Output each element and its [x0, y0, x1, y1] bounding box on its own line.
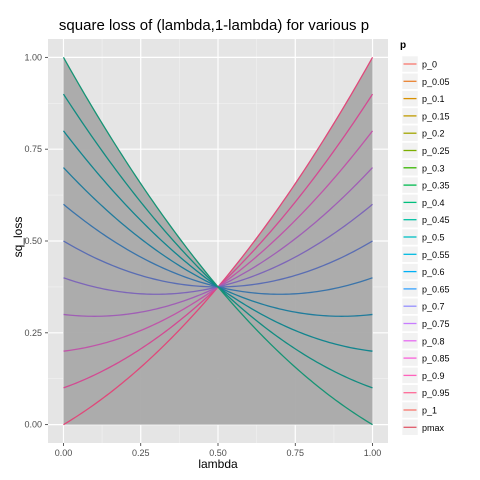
legend-item: p_0.85	[401, 349, 450, 367]
x-tick-label: 0.75	[287, 448, 305, 458]
legend-label: p_0.65	[422, 284, 450, 294]
legend-label: p_0.75	[422, 319, 450, 329]
x-tick-label: 1.00	[364, 448, 382, 458]
legend-item: p_0.05	[401, 73, 450, 90]
y-tick-label: 0.75	[24, 144, 42, 154]
legend-label: p_0.1	[422, 94, 445, 104]
legend-item: p_0.7	[401, 297, 445, 315]
legend-label: p_1	[422, 406, 437, 416]
legend-item: p_0.2	[401, 124, 445, 142]
legend-item: p_0.5	[401, 228, 445, 246]
legend-item: p_0.75	[401, 315, 450, 332]
legend-label: p_0.45	[422, 215, 450, 225]
legend-label: p_0.2	[422, 129, 445, 139]
legend-item: pmax	[401, 419, 445, 436]
legend-item: p_0.95	[401, 384, 450, 401]
legend-label: p_0.4	[422, 198, 445, 208]
series-line-p-1	[62, 57, 373, 426]
legend-item: p_1	[401, 401, 437, 419]
legend-item: p_0.65	[401, 280, 450, 298]
x-axis-title: lambda	[198, 457, 238, 471]
legend-item: p_0	[401, 55, 437, 73]
legend-label: p_0.55	[422, 250, 450, 260]
legend-item: p_0.25	[401, 142, 450, 159]
y-tick-label: 1.00	[24, 52, 42, 62]
legend-items: p_0 p_0.05 p_0.1 p_0.15 p_0.2 p_0.25 p_0.3 p_0.…	[401, 55, 450, 436]
legend-label: p_0.7	[422, 302, 445, 312]
legend-item: p_0.8	[401, 332, 445, 350]
y-axis-title: sq_loss	[11, 217, 25, 258]
legend-item: p_0.9	[401, 367, 445, 384]
legend-label: p_0.9	[422, 371, 445, 381]
x-tick-label: 0.00	[55, 448, 73, 458]
legend-label: p_0	[422, 60, 437, 70]
legend-label: p_0.95	[422, 388, 450, 398]
legend-item: p_0.6	[401, 263, 445, 280]
y-tick-label: 0.50	[24, 236, 42, 246]
legend-label: p_0.8	[422, 336, 445, 346]
y-axis-ticks: 0.00 0.25 0.50 0.75 1.00	[24, 52, 48, 430]
legend-label: p_0.5	[422, 233, 445, 243]
legend-label: p_0.15	[422, 111, 450, 121]
y-tick-label: 0.25	[24, 328, 42, 338]
series-lines	[62, 57, 374, 426]
x-tick-label: 0.50	[209, 448, 227, 458]
legend-label: p_0.25	[422, 146, 450, 156]
x-axis-ticks: 0.00 0.25 0.50 0.75 1.00	[55, 443, 382, 458]
legend-label: p_0.35	[422, 181, 450, 191]
legend-label: pmax	[422, 423, 445, 433]
legend-label: p_0.6	[422, 267, 445, 277]
x-tick-label: 0.25	[132, 448, 150, 458]
legend-item: p_0.3	[401, 159, 445, 177]
legend-item: p_0.1	[401, 90, 445, 107]
legend-item: p_0.55	[401, 246, 450, 263]
legend-label: p_0.05	[422, 77, 450, 87]
legend: p p_0p_0.05p_0.1p_0.15p_0.2p_0.25p_0.3p_…	[400, 40, 450, 436]
loss-range-ribbon	[63, 57, 373, 425]
legend-item: p_0.35	[401, 176, 450, 194]
legend-label: p_0.3	[422, 163, 445, 173]
legend-label: p_0.85	[422, 354, 450, 364]
legend-item: p_0.45	[401, 211, 450, 228]
chart-title: square loss of (lambda,1-lambda) for var…	[59, 17, 369, 34]
legend-item: p_0.15	[401, 107, 450, 125]
y-tick-label: 0.00	[24, 420, 42, 430]
legend-item: p_0.4	[401, 194, 445, 211]
legend-title: p	[400, 40, 406, 51]
